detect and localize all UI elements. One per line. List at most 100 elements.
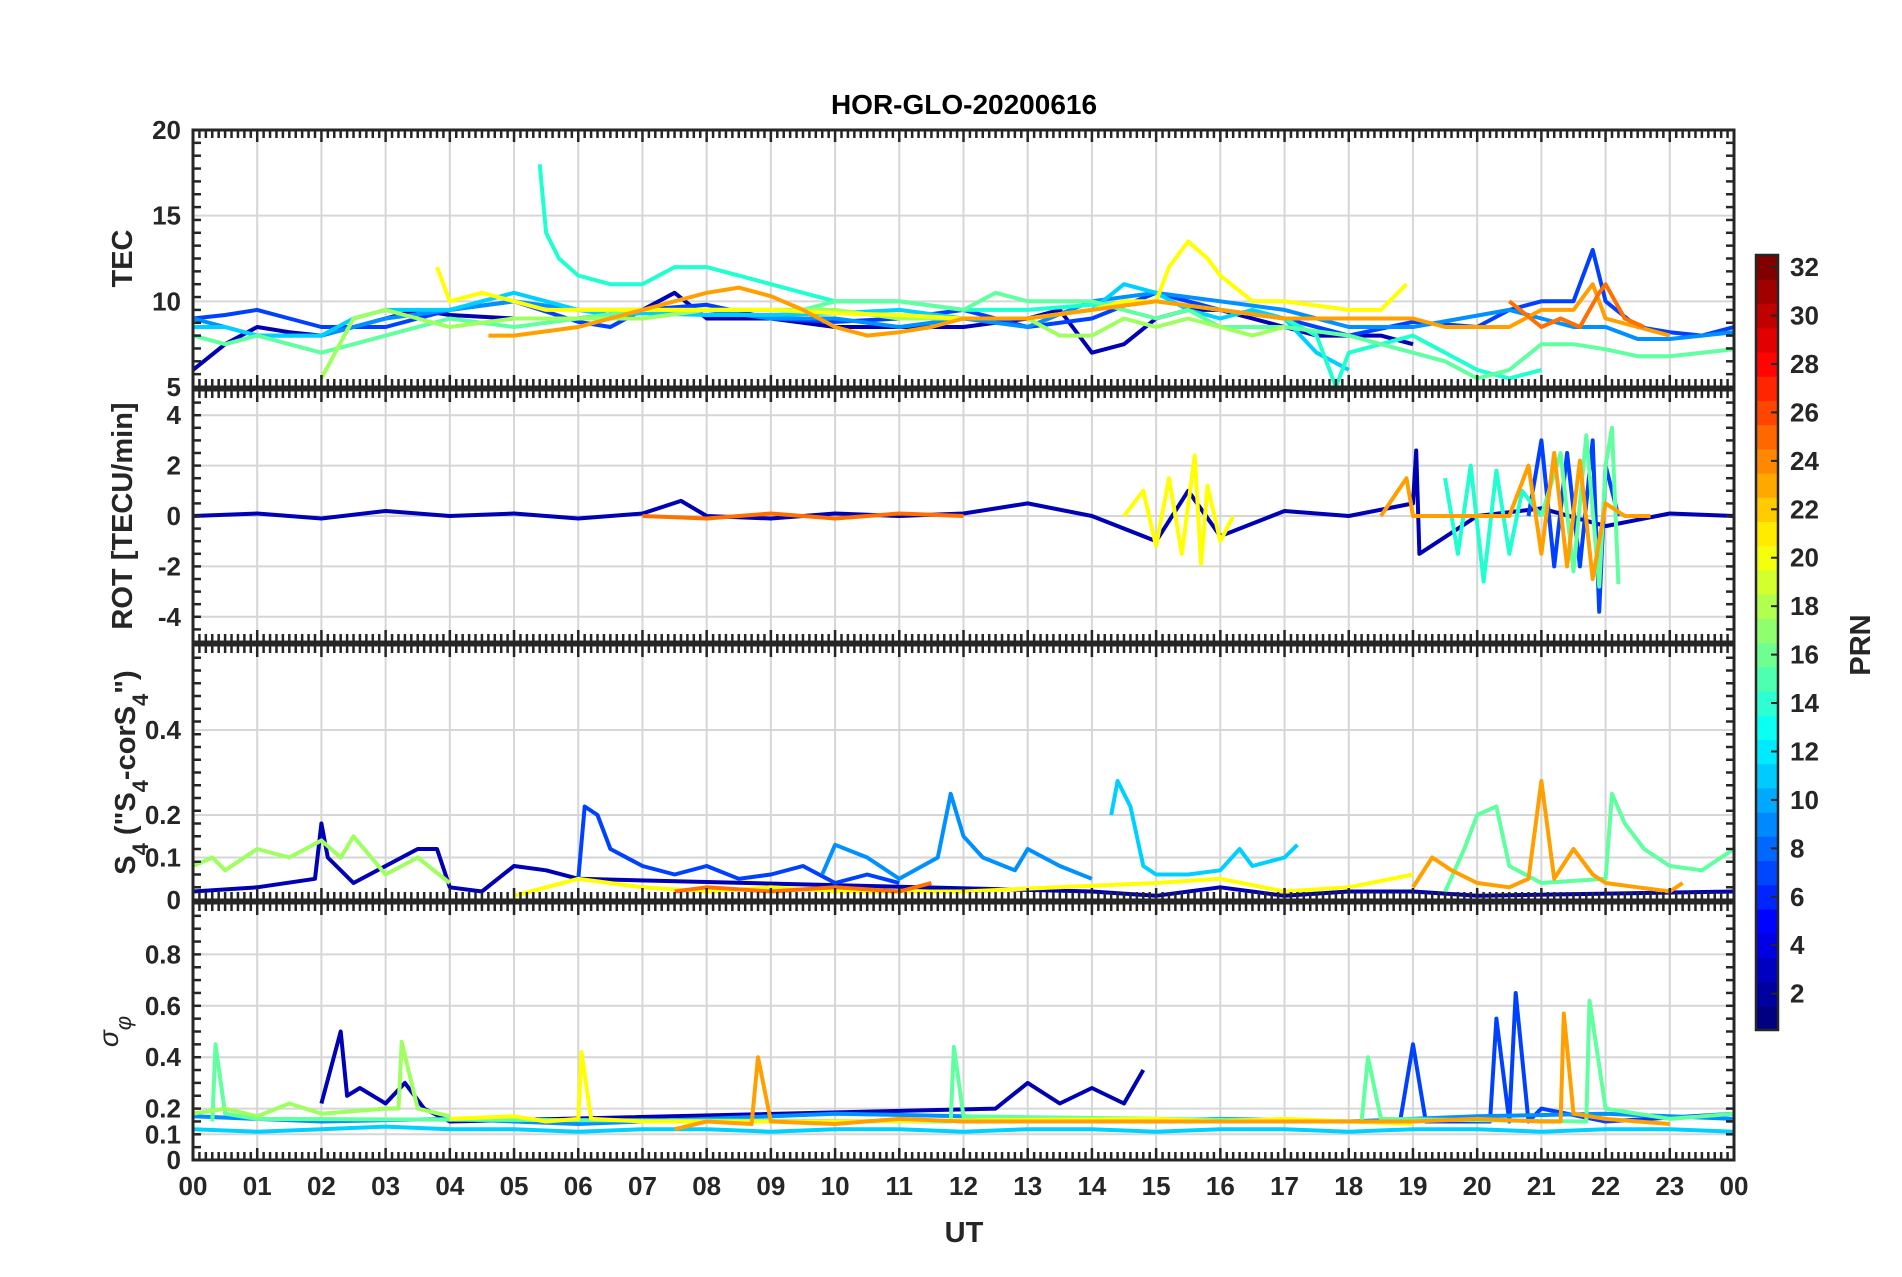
colorbar-band xyxy=(1756,255,1778,280)
x-tick-label: 09 xyxy=(756,1171,785,1201)
y-axis-label-part: 4 xyxy=(128,779,153,792)
y-tick-label: 10 xyxy=(152,286,181,316)
y-axis-label-phi: φ xyxy=(111,1016,136,1030)
x-tick-label: 01 xyxy=(243,1171,272,1201)
x-tick-label: 04 xyxy=(435,1171,464,1201)
y-axis-label-part: ") xyxy=(110,670,142,693)
colorbar-band xyxy=(1756,400,1778,426)
colorbar-band xyxy=(1756,472,1778,498)
x-tick-label: 14 xyxy=(1077,1171,1106,1201)
colorbar-band xyxy=(1756,618,1778,644)
x-tick-label: 00 xyxy=(179,1171,208,1201)
y-axis-label-part: -corS xyxy=(110,706,142,780)
y-tick-label: 0 xyxy=(167,501,181,531)
y-tick-label: 0.1 xyxy=(145,843,181,873)
colorbar-band xyxy=(1756,521,1778,547)
x-tick-label: 10 xyxy=(821,1171,850,1201)
colorbar-band xyxy=(1756,642,1778,668)
x-tick-label: 19 xyxy=(1398,1171,1427,1201)
x-tick-label: 13 xyxy=(1013,1171,1042,1201)
series-line-prn-24 xyxy=(642,511,964,521)
y-tick-label: 0.2 xyxy=(145,1094,181,1124)
x-tick-label: 02 xyxy=(307,1171,336,1201)
series-group xyxy=(193,425,1734,614)
colorbar-tick-label: 12 xyxy=(1790,736,1819,766)
colorbar-tick-label: 6 xyxy=(1790,882,1804,912)
y-tick-label: 5 xyxy=(167,372,181,402)
y-axis-label-sigma: σ xyxy=(93,1029,124,1047)
y-tick-label: 0 xyxy=(167,1145,181,1175)
x-axis-label: UT xyxy=(945,1217,984,1249)
figure-title: HOR-GLO-20200616 xyxy=(831,89,1097,120)
colorbar-label: PRN xyxy=(1845,614,1877,675)
colorbar-tick-label: 10 xyxy=(1790,785,1819,815)
colorbar-band xyxy=(1756,739,1778,765)
x-tick-label: 06 xyxy=(564,1171,593,1201)
colorbar-band xyxy=(1756,1005,1778,1031)
colorbar-tick-label: 14 xyxy=(1790,688,1819,718)
series-line-prn-18 xyxy=(193,1039,451,1119)
x-tick-label: 16 xyxy=(1206,1171,1235,1201)
y-tick-label: 2 xyxy=(167,451,181,481)
colorbar-frame xyxy=(1754,253,1780,1032)
colorbar-band xyxy=(1756,763,1778,789)
y-axis-label: σφ xyxy=(93,1016,136,1047)
colorbar-band xyxy=(1756,594,1778,619)
x-axis: UT 00 01 02 03 04 05 06 07 08 09 10 11 12 13 14 15 16 17 1… xyxy=(179,1171,1749,1249)
series-line-prn-22 xyxy=(1411,779,1684,894)
colorbar-band xyxy=(1756,908,1778,934)
colorbar-band xyxy=(1756,303,1778,329)
y-axis-label: ROT [TECU/min] xyxy=(107,402,139,629)
y-tick-label: 0.4 xyxy=(145,715,182,745)
series-line-prn-10 xyxy=(193,290,1734,341)
colorbar-band xyxy=(1756,836,1778,862)
y-tick-label: -2 xyxy=(158,551,181,581)
y-tick-label: 4 xyxy=(167,400,182,430)
panel-rot: -4 -2 0 2 4 ROT [TECU/min] xyxy=(107,388,1736,644)
y-tick-label: 15 xyxy=(152,201,181,231)
y-tick-label: 20 xyxy=(152,115,181,145)
series-line-prn-12 xyxy=(193,1124,1734,1134)
colorbar-band xyxy=(1756,666,1778,692)
y-axis-label-part: ("S xyxy=(110,792,142,843)
y-tick-label: 0 xyxy=(167,885,181,915)
colorbar-tick-label: 18 xyxy=(1790,591,1819,621)
colorbar-tick-label: 32 xyxy=(1790,252,1819,282)
x-tick-label: 22 xyxy=(1591,1171,1620,1201)
series-line-prn-22 xyxy=(1379,451,1651,581)
series-line-prn-2 xyxy=(193,448,1734,556)
colorbar-band xyxy=(1756,279,1778,305)
colorbar-tick-label: 24 xyxy=(1790,446,1819,476)
colorbar-tick-label: 26 xyxy=(1790,397,1819,427)
y-axis-label-part: 4 xyxy=(128,693,153,706)
y-axis-label: TEC xyxy=(107,229,139,287)
x-tick-label: 03 xyxy=(371,1171,400,1201)
colorbar-tick-label: 16 xyxy=(1790,640,1819,670)
colorbar-band xyxy=(1756,327,1778,353)
y-tick-label: 0.6 xyxy=(145,991,181,1021)
x-tick-label: 08 xyxy=(692,1171,721,1201)
series-line-prn-12 xyxy=(1109,779,1299,877)
x-tick-label: 21 xyxy=(1527,1171,1556,1201)
colorbar-band xyxy=(1756,569,1778,595)
colorbar-band xyxy=(1756,690,1778,716)
x-tick-label: 20 xyxy=(1463,1171,1492,1201)
y-axis-label: S4 ("S4-corS4") xyxy=(110,670,153,874)
colorbar-tick-label: 30 xyxy=(1790,301,1819,331)
panel-tec: 5 10 15 20 TEC xyxy=(107,115,1736,402)
colorbar-tick-label: 20 xyxy=(1790,543,1819,573)
x-tick-label: 00 xyxy=(1720,1171,1749,1201)
colorbar-band xyxy=(1756,351,1778,377)
colorbar-band xyxy=(1756,545,1778,571)
y-axis-label-part: S xyxy=(110,855,142,874)
series-group xyxy=(193,164,1734,387)
series-line-prn-24 xyxy=(674,881,932,894)
x-tick-label: 15 xyxy=(1142,1171,1171,1201)
colorbar-band xyxy=(1756,448,1778,474)
colorbar-band xyxy=(1756,981,1778,1007)
colorbar-band xyxy=(1756,812,1778,837)
x-tick-label: 07 xyxy=(628,1171,657,1201)
colorbar-band xyxy=(1756,860,1778,886)
